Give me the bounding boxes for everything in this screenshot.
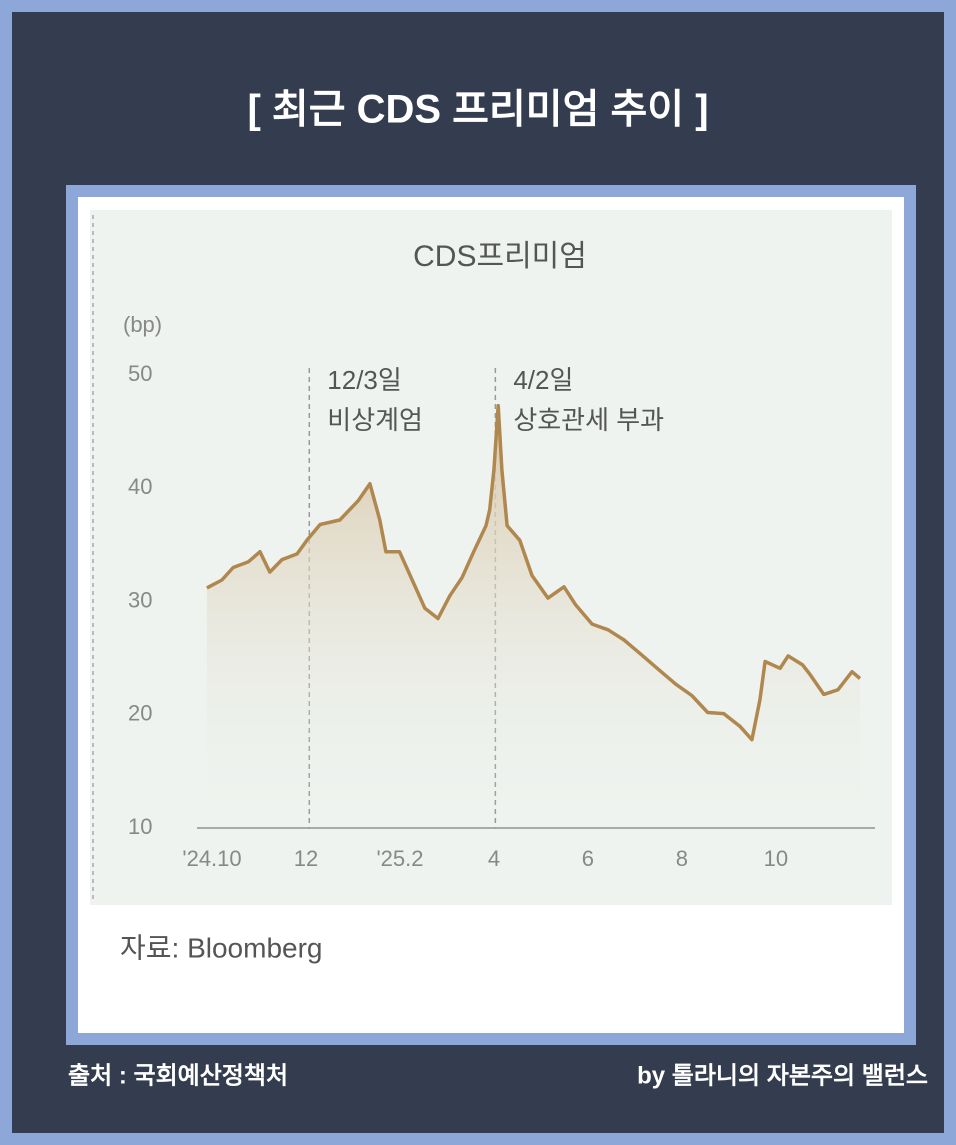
x-tick-label: 6 xyxy=(582,846,594,871)
chart-title: CDS프리미엄 xyxy=(413,240,587,273)
footer-source: 출처 : 국회예산정책처 xyxy=(68,1062,288,1089)
source: 자료: Bloomberg xyxy=(120,932,323,963)
annotation-text: 12/3일 xyxy=(327,365,402,395)
x-tick-label: 8 xyxy=(676,846,688,871)
y-tick-label: 30 xyxy=(128,587,152,612)
x-tick-label: 12 xyxy=(294,846,318,871)
x-tick-label: 10 xyxy=(764,846,788,871)
y-axis-label: (bp) xyxy=(123,312,162,337)
page-title: [ 최근 CDS 프리미엄 추이 ] xyxy=(247,88,708,132)
y-tick-label: 50 xyxy=(128,361,152,386)
annotation-text: 비상계엄 xyxy=(327,405,423,435)
y-tick-label: 10 xyxy=(128,814,152,839)
annotation-text: 상호관세 부과 xyxy=(513,405,664,435)
x-tick-label: 4 xyxy=(488,846,500,871)
y-tick-label: 20 xyxy=(128,701,152,726)
footer-credit: by 톨라니의 자본주의 밸런스 xyxy=(637,1062,928,1089)
area-fill xyxy=(206,405,860,828)
x-tick-label: '25.2 xyxy=(376,846,423,871)
line xyxy=(206,403,862,742)
x-tick-label: '24.10 xyxy=(182,846,241,871)
annotation-text: 4/2일 xyxy=(513,365,573,395)
y-tick-label: 40 xyxy=(128,474,152,499)
